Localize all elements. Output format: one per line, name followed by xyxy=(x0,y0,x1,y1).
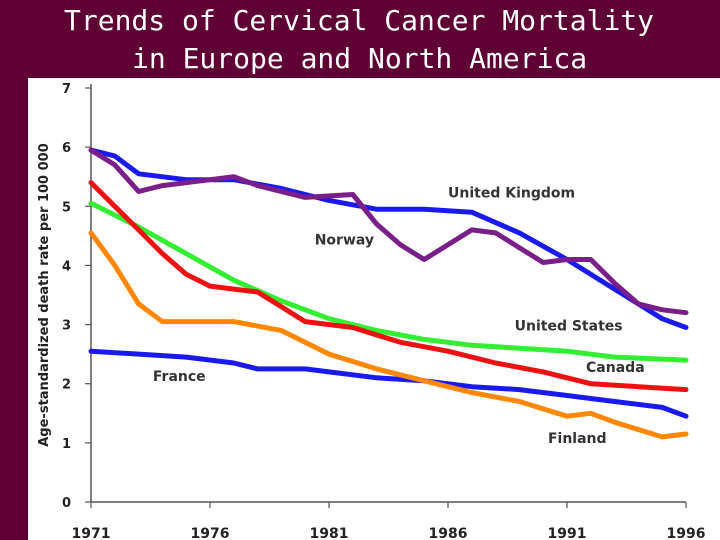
x-tick-label: 1996 xyxy=(667,526,706,540)
x-tick-label: 1986 xyxy=(429,526,468,540)
y-tick-label: 3 xyxy=(62,319,71,334)
series-line-norway xyxy=(88,147,689,316)
x-tick-label: 1991 xyxy=(548,526,587,540)
y-tick-label: 4 xyxy=(62,259,71,274)
series-labels: United Kingdom Norway United States Canada F… xyxy=(153,185,645,446)
series-label-france: France xyxy=(153,369,206,385)
series-label-norway: Norway xyxy=(315,233,374,249)
x-tick-label: 1981 xyxy=(310,526,349,540)
series-lines xyxy=(88,147,689,440)
series-line-united-kingdom xyxy=(88,147,689,330)
series-line-france xyxy=(88,348,689,419)
series-line-canada xyxy=(88,180,689,393)
x-tick-label: 1976 xyxy=(191,526,230,540)
x-tick-label: 1971 xyxy=(72,526,111,540)
y-tick-label: 5 xyxy=(62,200,71,215)
series-label-canada: Canada xyxy=(586,360,645,376)
title-line-2: in Europe and North America xyxy=(132,42,588,75)
title-line-1: Trends of Cervical Cancer Mortality xyxy=(64,4,655,37)
series-line-united-states xyxy=(88,200,689,363)
series-line-finland xyxy=(88,230,689,440)
series-label-united-states: United States xyxy=(515,318,623,334)
y-tick-label: 7 xyxy=(62,82,71,97)
y-tick-label: 6 xyxy=(62,141,71,156)
y-axis-label: Age-standardized death rate per 100 000 xyxy=(37,143,52,447)
y-tick-label: 0 xyxy=(62,496,71,511)
axes: 0 1 2 3 4 5 6 7 1971 1976 1981 1986 1991 1996 Age-stan… xyxy=(37,82,705,540)
series-label-united-kingdom: United Kingdom xyxy=(448,185,575,201)
y-tick-label: 1 xyxy=(62,437,71,452)
y-tick-label: 2 xyxy=(62,378,71,393)
series-label-finland: Finland xyxy=(548,431,607,447)
